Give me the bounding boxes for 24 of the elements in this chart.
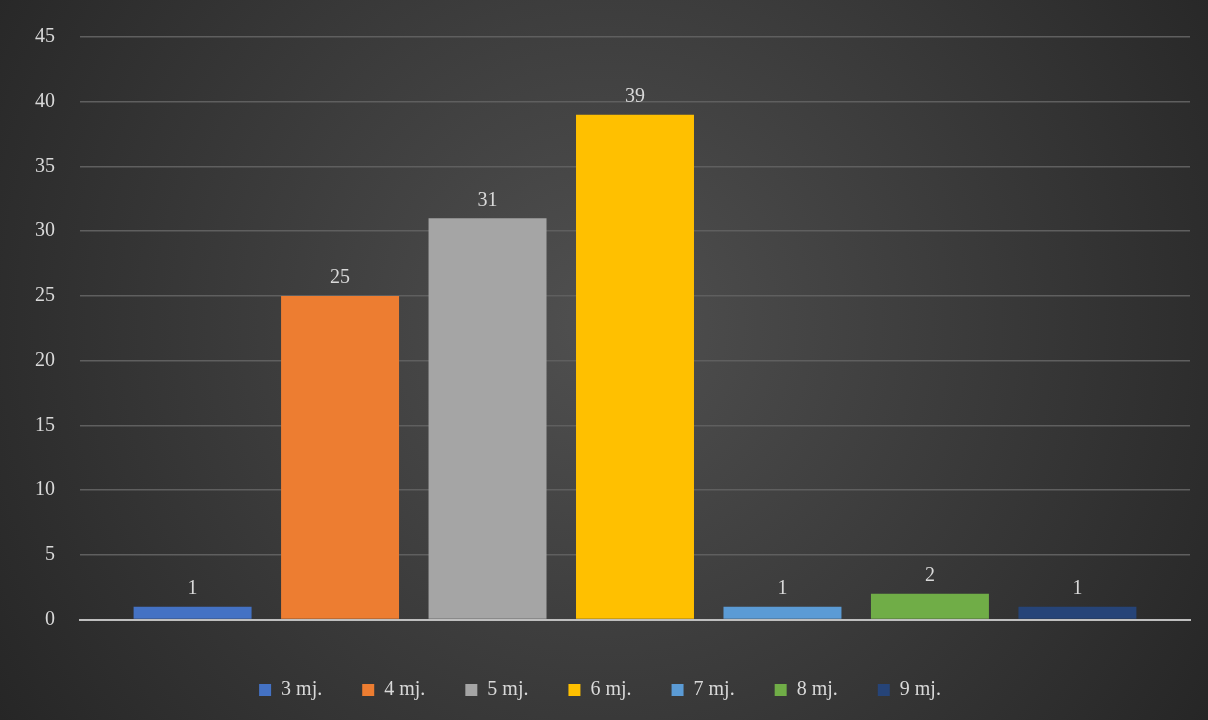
- y-tick-label: 20: [35, 347, 55, 370]
- legend-label: 9 mj.: [899, 677, 941, 701]
- legend-label: 6 mj.: [590, 677, 632, 701]
- data-label: 1: [187, 575, 198, 598]
- legend-label: 7 mj.: [693, 677, 735, 701]
- y-tick-label: 10: [35, 477, 55, 500]
- data-label: 2: [924, 562, 935, 585]
- y-tick-label: 15: [35, 412, 55, 435]
- y-tick-label: 0: [45, 606, 55, 629]
- y-tick-label: 30: [35, 218, 55, 241]
- data-label: 31: [477, 187, 498, 210]
- y-tick-label: 5: [45, 542, 55, 565]
- y-tick-label: 35: [35, 153, 55, 176]
- y-tick-label: 40: [35, 88, 55, 111]
- y-tick-label: 25: [35, 283, 55, 306]
- legend-label: 5 mj.: [487, 677, 529, 701]
- data-label: 25: [330, 265, 351, 288]
- data-label: 39: [625, 83, 645, 106]
- data-label: 1: [777, 575, 788, 598]
- data-label: 1: [1072, 575, 1083, 598]
- y-tick-label: 45: [35, 24, 55, 47]
- legend-label: 8 mj.: [796, 677, 838, 701]
- legend-label: 4 mj.: [384, 677, 426, 701]
- legend-label: 3 mj.: [281, 677, 323, 701]
